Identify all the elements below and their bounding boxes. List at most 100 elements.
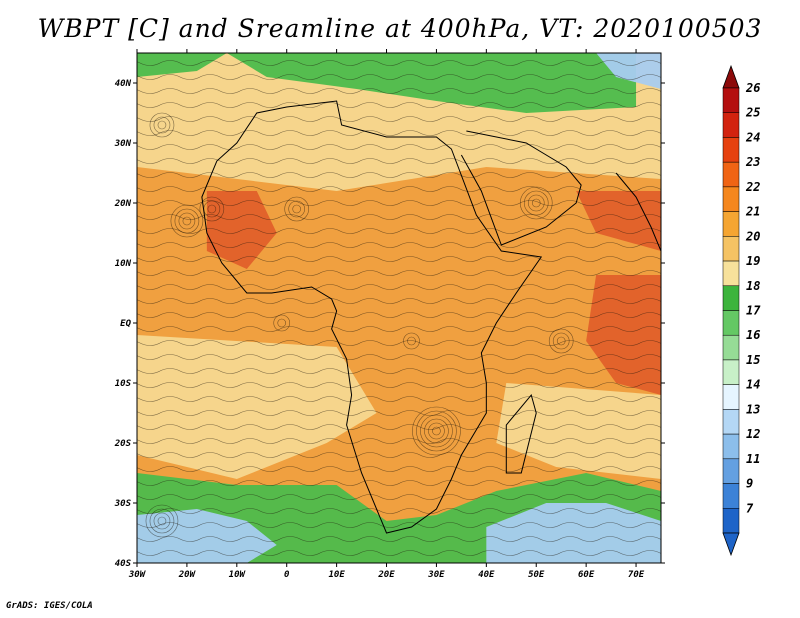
colorbar-swatch xyxy=(722,186,740,212)
colorbar-label: 13 xyxy=(746,402,760,416)
streamline-eddy xyxy=(292,204,301,214)
colorbar-label: 19 xyxy=(746,254,760,268)
colorbar-swatch xyxy=(722,285,740,311)
lat-tick-label: 40S xyxy=(115,559,132,569)
streamline-eddy xyxy=(556,336,566,346)
colorbar-swatch xyxy=(722,211,740,237)
lon-tick-label: 60E xyxy=(578,570,595,580)
streamline-eddy xyxy=(277,318,287,328)
streamline-eddy xyxy=(157,516,167,526)
colorbar-swatch xyxy=(722,359,740,385)
colorbar-label: 7 xyxy=(746,501,754,515)
streamline-eddy xyxy=(178,212,196,230)
streamline-eddy xyxy=(207,204,217,214)
colorbar-swatch xyxy=(722,384,740,410)
streamline-eddy xyxy=(145,504,179,538)
colorbar-label: 22 xyxy=(745,180,760,194)
lon-tick-label: 20W xyxy=(178,570,197,580)
colorbar-label: 26 xyxy=(745,81,760,95)
streamline-eddy xyxy=(157,120,167,130)
streamline-eddy xyxy=(182,216,192,226)
streamline-eddy xyxy=(288,200,305,218)
lat-tick-label: 20S xyxy=(114,439,132,449)
africa-coastline xyxy=(201,100,543,534)
streamline-eddy xyxy=(170,204,204,238)
colorbar-swatch xyxy=(722,236,740,262)
streamline-eddy xyxy=(407,336,416,346)
colorbar-label: 17 xyxy=(746,304,761,318)
streamline-eddy xyxy=(416,410,457,452)
colorbar-label: 24 xyxy=(745,130,760,144)
lat-tick-label: 10S xyxy=(115,379,132,389)
madagascar-coastline xyxy=(505,393,537,474)
longitude-axis: 30W 20W 10W 0 10E 20E 30E 40E 50E 60E 70E xyxy=(128,49,645,580)
streamline-eddy xyxy=(420,414,453,448)
streamline-texture xyxy=(137,53,661,563)
india-coastline xyxy=(615,172,661,252)
colorbar-label: 25 xyxy=(745,106,760,120)
lon-tick-label: 0 xyxy=(284,570,290,580)
coastlines xyxy=(201,100,661,534)
streamline-eddy xyxy=(403,332,420,350)
streamline-eddy xyxy=(284,196,309,222)
lat-tick-label: 30S xyxy=(114,499,132,509)
colorbar-bottom-arrow xyxy=(722,532,740,557)
latitude-axis: 40N 30N 20N 10N EQ 10S 20S 30S 40S xyxy=(114,79,665,569)
colorbar-label: 23 xyxy=(745,155,760,169)
colorbar-swatch xyxy=(722,137,740,163)
colorbar-label: 21 xyxy=(745,205,760,219)
colorbar-swatch xyxy=(722,483,740,509)
colorbar-swatch xyxy=(722,260,740,287)
colorbar: 26 25 24 23 22 21 20 19 18 17 16 15 14 13 12 11 9 7 xyxy=(722,64,761,557)
colorbar-label: 9 xyxy=(746,477,753,491)
colorbar-swatch xyxy=(722,508,740,534)
streamline-eddy xyxy=(153,116,171,134)
lon-tick-label: 70E xyxy=(628,570,645,580)
colorbar-swatch xyxy=(722,409,740,435)
streamline-eddy xyxy=(149,112,175,138)
colorbar-label: 14 xyxy=(746,378,760,392)
colorbar-swatch xyxy=(722,112,740,138)
streamline-eddy xyxy=(153,512,171,530)
streamline-eddy xyxy=(548,328,574,354)
lon-tick-label: 20E xyxy=(377,570,395,580)
lat-tick-label: 10N xyxy=(115,259,132,269)
streamline-eddy xyxy=(428,422,445,440)
lon-tick-label: 30W xyxy=(128,570,147,580)
streamlines xyxy=(137,53,661,563)
colorbar-swatch xyxy=(722,310,740,336)
streamline-eddy xyxy=(149,508,175,534)
streamline-eddy xyxy=(199,196,225,222)
lon-tick-label: 30E xyxy=(427,570,445,580)
streamline-eddy xyxy=(552,332,570,350)
streamline-eddy xyxy=(424,418,449,444)
colorbar-swatch xyxy=(722,433,740,460)
colorbar-top-arrow xyxy=(722,64,740,89)
lon-tick-label: 10W xyxy=(229,570,247,580)
colorbar-label: 16 xyxy=(746,328,760,342)
arabia-coastline xyxy=(460,130,582,246)
grads-credit: GrADS: IGES/COLA xyxy=(6,601,93,611)
streamline-eddy xyxy=(523,190,549,216)
colorbar-label: 12 xyxy=(746,427,760,441)
lat-tick-label: 20N xyxy=(114,199,132,209)
colorbar-label: 15 xyxy=(746,353,760,367)
colorbar-swatch xyxy=(722,87,740,113)
streamline-eddy xyxy=(432,426,441,436)
lat-tick-label: EQ xyxy=(120,319,131,329)
lat-tick-label: 30N xyxy=(114,139,132,149)
colorbar-swatch xyxy=(722,334,740,361)
streamline-eddy xyxy=(519,186,553,220)
colorbar-label: 20 xyxy=(745,229,760,243)
map-frame xyxy=(136,52,662,564)
streamline-eddy xyxy=(412,406,461,456)
lon-tick-label: 10E xyxy=(328,570,345,580)
lon-tick-label: 50E xyxy=(528,570,545,580)
chart-title: WBPT [C] and Sreamline at 400hPa, VT: 20… xyxy=(37,14,763,43)
colorbar-label: 11 xyxy=(746,452,760,466)
streamline-eddy xyxy=(527,194,545,212)
lon-tick-label: 40E xyxy=(478,570,495,580)
colorbar-swatch xyxy=(722,161,740,188)
streamline-eddy xyxy=(531,198,541,208)
